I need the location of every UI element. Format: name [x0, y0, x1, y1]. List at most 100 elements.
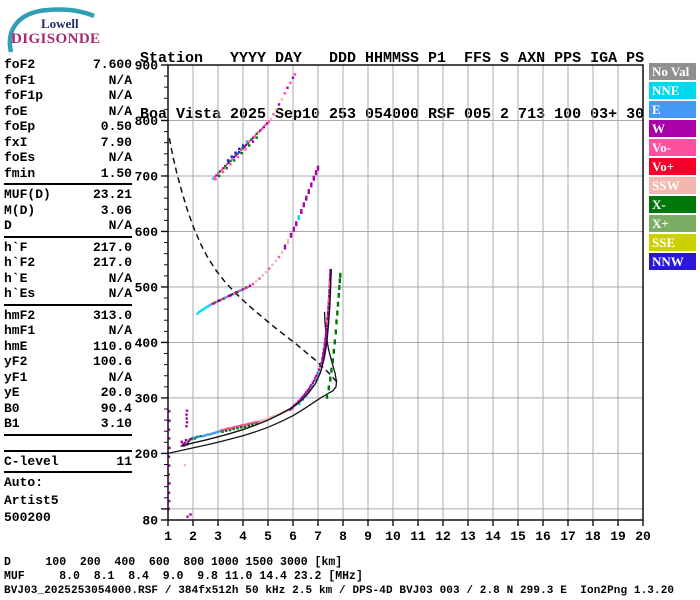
param-label: foEs: [4, 150, 36, 165]
echo-point: [186, 515, 189, 518]
echo-point: [325, 327, 328, 333]
legend-item-nnw: NNW: [649, 253, 696, 270]
y-axis-label: 200: [135, 447, 159, 462]
echo-point: [283, 92, 286, 95]
echo-point: [168, 464, 171, 467]
param-group: foF2 7.600 foF1 N/A foF1p N/A foE N/A foEp 0.50 fx…: [4, 57, 132, 185]
echo-point: [213, 175, 216, 179]
echo-point: [247, 285, 250, 289]
echo-point: [245, 143, 248, 147]
legend-item-xp: X+: [649, 215, 696, 232]
x-axis-label: 7: [314, 529, 322, 544]
echo-point: [185, 413, 188, 416]
echo-point: [280, 98, 283, 101]
echo-point: [225, 429, 228, 432]
echo-point: [232, 427, 235, 431]
param-row: foEp 0.50: [4, 119, 132, 135]
echo-point: [303, 392, 307, 396]
echo-point: [262, 418, 265, 422]
legend-item-xm: X-: [649, 196, 696, 213]
echo-point: [327, 305, 330, 311]
electron-density-profile-curve: [167, 311, 338, 455]
param-value: N/A: [108, 150, 132, 165]
echo-point: [214, 178, 217, 181]
distance-row: D 100 200 400 600 800 1000 1500 3000 [km…: [4, 556, 343, 569]
param-row: fxI 7.90: [4, 135, 132, 151]
doppler-legend: No Val NNE E W Vo- Vo+ SSW X- X+ SSE NNW: [649, 63, 696, 272]
echo-point: [322, 352, 325, 358]
x-axis-label: 16: [535, 529, 551, 544]
param-row: yF1 N/A: [4, 370, 132, 386]
echo-point: [332, 348, 335, 354]
echo-point: [213, 431, 216, 435]
param-label: fxI: [4, 134, 28, 150]
echo-point: [255, 280, 258, 283]
echo-point: [243, 425, 247, 428]
x-axis-label: 9: [364, 529, 372, 544]
param-value: N/A: [108, 270, 132, 286]
param-label: B0: [4, 400, 20, 416]
logo-arc-icon: [7, 7, 95, 53]
echo-point: [233, 159, 236, 162]
param-group: MUF(D) 23.21 M(D) 3.06 D N/A: [4, 187, 132, 238]
param-row: D N/A: [4, 218, 132, 234]
echo-point: [217, 299, 220, 302]
x-axis-label: 1: [164, 529, 172, 544]
param-value: 7.600: [92, 57, 132, 72]
fitted-trace-curve: [180, 269, 332, 447]
echo-point: [255, 136, 258, 139]
echo-point: [200, 435, 203, 438]
echo-point: [225, 167, 228, 170]
echo-point: [183, 441, 187, 445]
echo-point: [286, 239, 290, 244]
echo-point: [243, 423, 246, 427]
param-value: N/A: [108, 286, 132, 301]
x-axis-label: 14: [485, 529, 501, 544]
echo-point: [302, 202, 305, 208]
x-axis-label: 2: [189, 529, 197, 544]
logo-lowell-text: Lowell: [41, 16, 79, 31]
echo-point: [185, 425, 188, 428]
echo-point: [264, 418, 267, 421]
x-axis-label: 4: [239, 529, 247, 544]
echo-point: [291, 76, 295, 79]
echo-point: [225, 163, 229, 166]
echo-point: [314, 170, 318, 176]
echo-point: [229, 294, 232, 297]
echo-point: [269, 117, 273, 120]
transmission-curve: [168, 138, 338, 383]
echo-point: [245, 423, 248, 426]
y-axis-label: 500: [135, 281, 159, 296]
echo-point: [286, 86, 289, 89]
ionogram-plot: 900 800 700 600 500 400 300 200 80 1 2 3 4 5 6 7 8 9 10 11 1…: [130, 55, 655, 555]
echo-point: [274, 259, 277, 263]
param-value: 217.0: [92, 255, 132, 270]
echo-point: [333, 339, 336, 345]
echo-point: [244, 148, 247, 151]
echo-point: [277, 255, 281, 259]
echo-point: [327, 385, 330, 391]
param-label: foEp: [4, 119, 36, 134]
param-label: B1: [4, 416, 20, 431]
legend-item-nne: NNE: [649, 82, 696, 99]
param-label: hmF2: [4, 307, 36, 323]
echo-point: [311, 381, 314, 385]
echo-point: [168, 419, 171, 422]
param-value: 1.50: [100, 165, 132, 181]
x-axis-label: 15: [510, 529, 526, 544]
echo-point: [306, 389, 309, 392]
echo-point: [261, 274, 264, 277]
echo-point: [328, 278, 332, 284]
param-label: D: [4, 218, 12, 233]
param-row: yE 20.0: [4, 385, 132, 401]
echo-point: [236, 155, 240, 159]
echo-point: [208, 433, 211, 436]
echo-point: [271, 263, 274, 266]
echo-point: [226, 295, 229, 299]
echo-point: [221, 170, 225, 174]
echo-point: [275, 108, 278, 111]
plot-frame: [167, 64, 644, 521]
echo-point: [239, 148, 243, 152]
param-value: 7.90: [100, 134, 132, 150]
param-row: B1 3.10: [4, 416, 132, 432]
